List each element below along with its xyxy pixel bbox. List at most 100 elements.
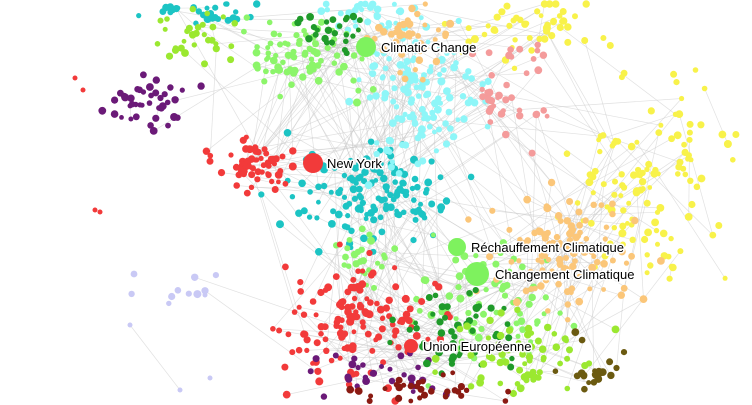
graph-node[interactable]: [429, 113, 438, 121]
graph-node[interactable]: [618, 229, 627, 238]
graph-node[interactable]: [412, 47, 419, 55]
graph-node[interactable]: [128, 116, 134, 122]
hub-node-new-york[interactable]: [303, 153, 323, 173]
graph-node[interactable]: [373, 12, 381, 21]
graph-node[interactable]: [111, 96, 119, 104]
graph-node[interactable]: [438, 308, 446, 316]
graph-node[interactable]: [484, 77, 492, 86]
graph-node[interactable]: [303, 336, 311, 344]
graph-node[interactable]: [465, 309, 472, 317]
graph-node[interactable]: [349, 313, 358, 321]
graph-node[interactable]: [132, 113, 140, 121]
graph-node[interactable]: [623, 260, 630, 266]
graph-node[interactable]: [606, 358, 614, 366]
graph-node[interactable]: [541, 234, 549, 242]
graph-node[interactable]: [643, 199, 651, 207]
graph-node[interactable]: [209, 23, 217, 31]
graph-node[interactable]: [402, 70, 409, 77]
graph-node[interactable]: [324, 26, 333, 34]
graph-node[interactable]: [323, 347, 330, 354]
graph-node[interactable]: [420, 132, 426, 139]
graph-node[interactable]: [534, 8, 541, 15]
graph-node[interactable]: [212, 45, 220, 53]
graph-node[interactable]: [523, 20, 530, 27]
graph-node[interactable]: [442, 197, 451, 205]
graph-node[interactable]: [263, 68, 269, 75]
graph-node[interactable]: [359, 199, 366, 206]
graph-node[interactable]: [611, 225, 617, 231]
graph-node[interactable]: [342, 202, 350, 210]
graph-node[interactable]: [557, 310, 563, 316]
graph-node[interactable]: [444, 388, 451, 395]
graph-node[interactable]: [488, 72, 496, 79]
graph-node[interactable]: [600, 181, 607, 188]
graph-node[interactable]: [410, 237, 417, 244]
graph-node[interactable]: [432, 369, 438, 376]
graph-node[interactable]: [571, 328, 580, 336]
graph-node[interactable]: [368, 70, 375, 76]
graph-node[interactable]: [508, 94, 515, 101]
graph-node[interactable]: [305, 35, 313, 43]
graph-node[interactable]: [127, 103, 133, 109]
graph-node[interactable]: [538, 345, 547, 354]
graph-node[interactable]: [381, 252, 387, 258]
graph-node[interactable]: [191, 273, 199, 281]
graph-node[interactable]: [512, 298, 521, 307]
graph-node[interactable]: [432, 280, 439, 287]
graph-node[interactable]: [607, 240, 614, 247]
graph-node[interactable]: [620, 207, 627, 214]
graph-node[interactable]: [369, 347, 376, 354]
graph-node[interactable]: [400, 180, 407, 187]
graph-node[interactable]: [360, 362, 366, 368]
graph-node[interactable]: [361, 308, 369, 316]
graph-node[interactable]: [485, 23, 491, 29]
graph-node[interactable]: [271, 186, 279, 193]
graph-node[interactable]: [331, 60, 338, 66]
graph-node[interactable]: [407, 98, 415, 106]
graph-node[interactable]: [564, 301, 571, 308]
graph-node[interactable]: [378, 228, 386, 236]
graph-node[interactable]: [408, 398, 414, 404]
graph-node[interactable]: [350, 250, 359, 259]
graph-node[interactable]: [392, 327, 400, 335]
graph-node[interactable]: [313, 312, 319, 318]
graph-node[interactable]: [393, 382, 399, 388]
graph-node[interactable]: [465, 68, 472, 75]
graph-node[interactable]: [432, 292, 439, 299]
graph-node[interactable]: [412, 332, 421, 340]
graph-node[interactable]: [534, 47, 541, 54]
graph-node[interactable]: [260, 162, 267, 169]
graph-node[interactable]: [308, 56, 315, 62]
graph-node[interactable]: [295, 346, 303, 354]
graph-node[interactable]: [385, 296, 393, 304]
graph-node[interactable]: [552, 343, 561, 352]
graph-node[interactable]: [413, 325, 420, 332]
graph-node[interactable]: [456, 325, 464, 333]
graph-node[interactable]: [437, 174, 444, 181]
graph-node[interactable]: [207, 375, 213, 381]
graph-node[interactable]: [194, 24, 202, 31]
graph-node[interactable]: [280, 59, 286, 66]
graph-node[interactable]: [181, 38, 187, 44]
graph-node[interactable]: [469, 45, 478, 53]
graph-node[interactable]: [248, 184, 255, 190]
graph-node[interactable]: [437, 71, 443, 77]
graph-node[interactable]: [386, 56, 392, 62]
graph-node[interactable]: [415, 33, 421, 39]
graph-node[interactable]: [509, 355, 515, 362]
graph-node[interactable]: [205, 36, 212, 44]
graph-node[interactable]: [367, 138, 375, 145]
graph-node[interactable]: [498, 350, 506, 358]
graph-node[interactable]: [445, 108, 453, 116]
graph-node[interactable]: [92, 207, 98, 213]
graph-node[interactable]: [430, 311, 436, 317]
graph-node[interactable]: [544, 229, 551, 236]
graph-node[interactable]: [523, 377, 530, 384]
graph-node[interactable]: [318, 57, 324, 64]
graph-node[interactable]: [337, 355, 343, 361]
graph-node[interactable]: [555, 255, 564, 264]
graph-node[interactable]: [241, 28, 247, 35]
graph-node[interactable]: [516, 366, 524, 374]
graph-node[interactable]: [353, 370, 360, 377]
graph-node[interactable]: [513, 14, 520, 22]
